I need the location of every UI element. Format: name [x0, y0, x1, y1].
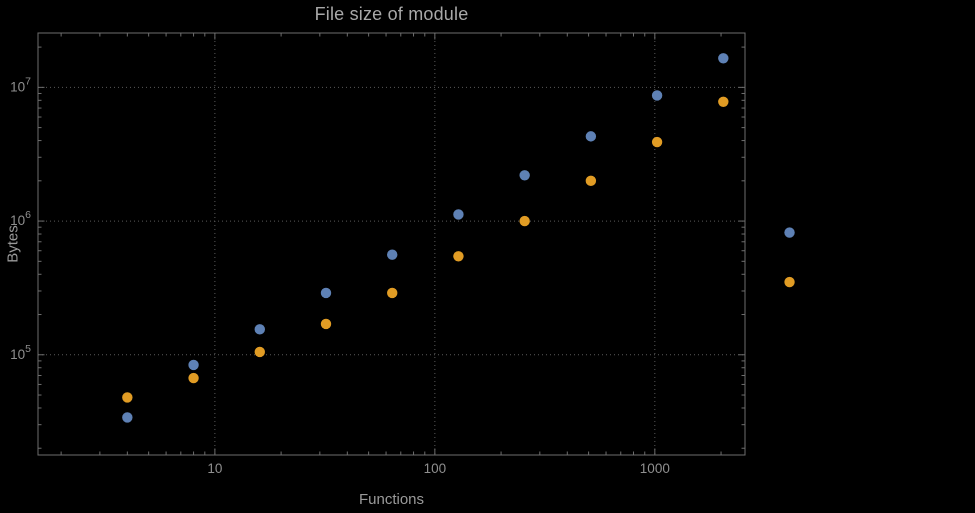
- scatter-point-series-2-orange: [122, 392, 133, 403]
- scatter-point-series-1-blue: [718, 53, 729, 64]
- scatter-point-series-2-orange: [585, 175, 597, 187]
- scatter-point-series-2-orange: [718, 96, 729, 107]
- scatter-point-series-2-orange: [784, 276, 795, 288]
- scatter-point-series-1-blue: [387, 249, 398, 260]
- scatter-point-series-1-blue: [188, 359, 199, 371]
- plot-frame: [37, 32, 746, 456]
- scatter-point-series-1-blue: [254, 324, 265, 335]
- x-tick-label: 1000: [640, 461, 670, 476]
- scatter-point-series-1-blue: [453, 209, 464, 220]
- x-axis-label: Functions: [358, 491, 425, 508]
- x-tick-label: 10: [207, 461, 222, 476]
- scatter-point-series-1-blue: [519, 170, 530, 181]
- scatter-point-series-2-orange: [651, 136, 663, 148]
- scatter-point-series-2-orange: [519, 215, 530, 227]
- y-tick-label: 107: [10, 75, 31, 94]
- scatter-point-series-2-orange: [453, 251, 464, 262]
- scatter-point-series-1-blue: [320, 287, 332, 299]
- scatter-point-series-1-blue: [651, 90, 663, 101]
- y-tick-label: 106: [10, 209, 31, 228]
- scatter-point-series-2-orange: [254, 346, 265, 358]
- x-tick-label: 100: [424, 461, 447, 476]
- chart-title: File size of module: [314, 4, 469, 24]
- scatter-point-series-2-orange: [320, 318, 332, 330]
- scatter-point-series-1-blue: [585, 131, 597, 142]
- scatter-point-series-2-orange: [188, 372, 199, 384]
- scatter-point-series-1-blue: [784, 227, 795, 238]
- scatter-point-series-2-orange: [387, 287, 398, 299]
- y-tick-label: 105: [10, 343, 31, 362]
- scatter-point-series-1-blue: [122, 412, 133, 423]
